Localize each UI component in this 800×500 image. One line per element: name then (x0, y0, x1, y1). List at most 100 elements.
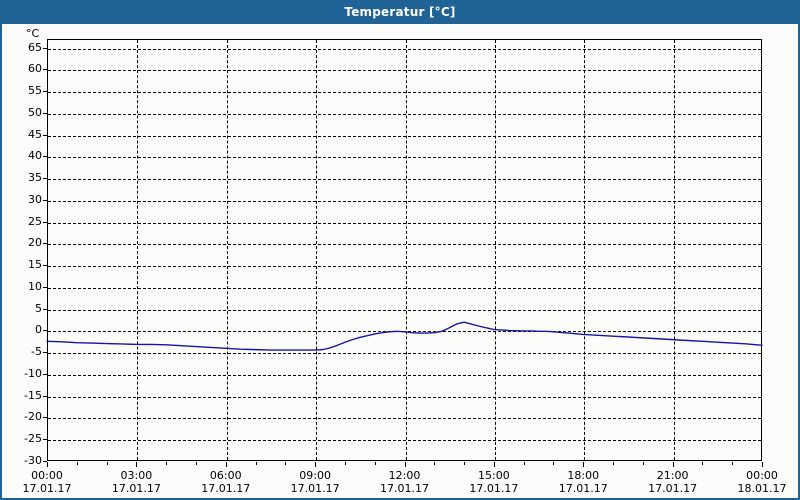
x-tick-mark (642, 462, 644, 465)
gridline-horizontal (48, 179, 761, 181)
y-tick-label: 5 (35, 301, 42, 315)
y-tick-mark (43, 69, 47, 71)
x-tick-label: 06:00 17.01.17 (186, 469, 266, 495)
x-tick-time: 06:00 (209, 469, 242, 482)
gridline-horizontal (48, 396, 761, 398)
gridline-horizontal (48, 353, 761, 355)
y-tick-label: 0 (35, 323, 42, 337)
y-tick-mark (43, 330, 47, 332)
temperature-series (46, 321, 763, 351)
gridline-vertical (673, 40, 675, 460)
x-tick-mark (523, 462, 525, 465)
x-tick-date: 17.01.17 (22, 482, 72, 495)
gridline-horizontal (48, 200, 761, 202)
x-tick-label: 03:00 17.01.17 (96, 469, 176, 495)
y-tick-mark (43, 199, 47, 201)
gridline-horizontal (48, 222, 761, 224)
x-tick-time: 18:00 (567, 469, 600, 482)
y-tick-label: 60 (28, 62, 42, 76)
gridline-vertical (494, 40, 496, 460)
x-tick-time: 00:00 (746, 469, 778, 482)
y-tick-mark (43, 308, 47, 310)
window-title-bar: Temperatur [°C] (0, 0, 800, 24)
y-tick-mark (43, 373, 47, 375)
x-tick-label: 18:00 17.01.17 (543, 469, 623, 495)
y-tick-label: -10 (24, 366, 42, 380)
x-tick-date: 17.01.17 (290, 482, 340, 495)
x-tick-time: 00:00 (31, 469, 63, 482)
gridline-vertical (405, 40, 407, 460)
gridline-horizontal (48, 135, 761, 137)
gridline-horizontal (48, 70, 761, 72)
y-tick-mark (43, 461, 47, 462)
temperature-line (46, 321, 763, 351)
y-tick-label: 50 (28, 105, 42, 119)
x-tick-label: 09:00 17.01.17 (275, 469, 355, 495)
x-tick-mark (225, 462, 227, 467)
gridline-vertical (137, 40, 139, 460)
x-tick-label: 21:00 17.01.17 (633, 469, 713, 495)
y-tick-mark (43, 221, 47, 223)
y-tick-label: -30 (24, 454, 42, 467)
x-tick-label: 15:00 17.01.17 (454, 469, 534, 495)
x-tick-mark (166, 462, 168, 465)
y-tick-label: 20 (28, 236, 42, 250)
y-tick-mark (43, 47, 47, 49)
y-tick-label: 10 (28, 279, 42, 293)
x-tick-mark (404, 462, 406, 467)
page-title: Temperatur [°C] (344, 5, 456, 19)
y-tick-label: 30 (28, 192, 42, 206)
x-tick-time: 12:00 (388, 469, 421, 482)
gridline-horizontal (48, 418, 761, 420)
x-tick-mark (76, 462, 78, 465)
y-tick-mark (43, 178, 47, 180)
y-tick-mark (43, 352, 47, 354)
x-tick-mark (255, 462, 257, 465)
y-tick-label: 35 (28, 171, 42, 185)
y-tick-mark (43, 286, 47, 288)
gridline-horizontal (48, 440, 761, 442)
x-tick-date: 17.01.17 (111, 482, 161, 495)
x-tick-mark (434, 462, 436, 465)
x-tick-date: 18.01.17 (737, 482, 787, 495)
gridline-vertical (584, 40, 586, 460)
y-tick-label: 55 (28, 84, 42, 98)
x-tick-mark (583, 462, 585, 467)
x-tick-mark (553, 462, 555, 465)
y-tick-mark (43, 243, 47, 245)
x-tick-mark (702, 462, 704, 465)
y-tick-label: -5 (31, 345, 42, 359)
plot-frame (47, 39, 762, 461)
x-tick-time: 15:00 (478, 469, 510, 482)
x-tick-time: 21:00 (656, 469, 689, 482)
x-tick-date: 17.01.17 (469, 482, 519, 495)
y-tick-label: -20 (24, 410, 42, 424)
x-tick-mark (195, 462, 197, 465)
gridline-horizontal (48, 157, 761, 159)
x-tick-mark (493, 462, 495, 467)
y-tick-label: 45 (28, 127, 42, 141)
y-tick-label: 65 (28, 40, 42, 54)
x-tick-date: 17.01.17 (201, 482, 251, 495)
x-tick-mark (344, 462, 346, 465)
x-tick-mark (672, 462, 674, 467)
gridline-horizontal (48, 287, 761, 289)
x-tick-label: 12:00 17.01.17 (365, 469, 445, 495)
x-tick-mark (732, 462, 734, 465)
x-tick-mark (315, 462, 317, 467)
y-axis-unit-label: °C (26, 27, 40, 40)
gridline-vertical (316, 40, 318, 460)
x-tick-time: 09:00 (299, 469, 331, 482)
gridline-horizontal (48, 266, 761, 268)
gridline-horizontal (48, 244, 761, 246)
y-tick-label: -15 (24, 388, 42, 402)
y-tick-label: 40 (28, 149, 42, 163)
y-tick-mark (43, 417, 47, 419)
x-tick-mark (136, 462, 138, 467)
gridline-horizontal (48, 374, 761, 376)
y-tick-mark (43, 395, 47, 397)
gridline-horizontal (48, 48, 761, 50)
x-tick-mark (762, 462, 763, 467)
x-tick-mark (285, 462, 287, 465)
x-tick-label: 00:00 18.01.17 (722, 469, 800, 495)
